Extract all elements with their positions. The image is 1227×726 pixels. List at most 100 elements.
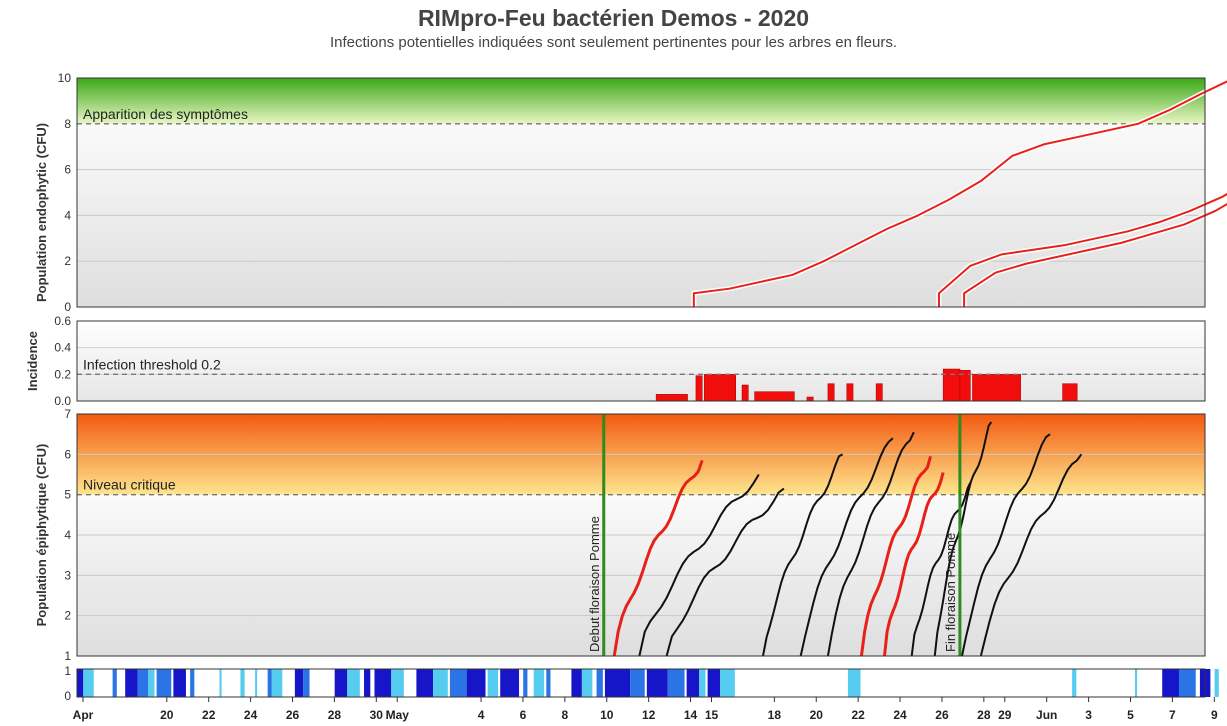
wetness-span xyxy=(148,669,155,697)
y-tick-label: 10 xyxy=(58,71,72,85)
wetness-span xyxy=(347,669,360,697)
wetness-span xyxy=(1178,669,1196,697)
wetness-span xyxy=(630,669,645,697)
symptom-zone xyxy=(77,78,1205,124)
growth-curve-2 xyxy=(638,473,760,657)
wetness-span xyxy=(720,669,735,697)
wetness-span xyxy=(294,669,304,697)
incidence-bar xyxy=(806,396,814,402)
incidence-bar xyxy=(695,375,703,402)
wetness-span xyxy=(487,669,499,697)
x-tick-label: 15 xyxy=(705,708,719,722)
plot-area xyxy=(77,321,1205,401)
wetness-span xyxy=(646,669,668,697)
wetness-span xyxy=(391,669,404,697)
wetness-span xyxy=(190,669,195,697)
wetness-span xyxy=(546,669,551,697)
y-axis-label: Population endophytic (CFU) xyxy=(34,123,49,302)
wetness-span xyxy=(449,669,467,697)
threshold-label: Niveau critique xyxy=(83,477,176,493)
y-tick-label: 8 xyxy=(64,117,71,131)
incidence-bar xyxy=(704,374,736,402)
wetness-span xyxy=(707,669,721,697)
x-tick-label: 4 xyxy=(478,708,485,722)
x-tick-label: 8 xyxy=(562,708,569,722)
x-tick-label: 28 xyxy=(977,708,991,722)
wetness-span xyxy=(466,669,486,697)
incidence-bar xyxy=(741,384,749,402)
x-tick-label: 28 xyxy=(328,708,342,722)
wetness-span xyxy=(571,669,582,697)
x-tick-label: May xyxy=(386,708,410,722)
y-axis-label: Incidence xyxy=(25,331,40,391)
wetness-span xyxy=(699,669,706,697)
y-tick-label: 7 xyxy=(64,407,71,421)
x-tick-label: 20 xyxy=(160,708,174,722)
x-tick-label: 18 xyxy=(768,708,782,722)
growth-curve-12 xyxy=(979,453,1083,657)
wetness-span xyxy=(847,669,861,697)
wetness-span xyxy=(1214,669,1219,697)
incidence-bar xyxy=(655,394,688,402)
panel-frame xyxy=(76,77,1206,308)
incidence-bar xyxy=(754,391,795,402)
bloom-end-label: Fin floraison Pomme xyxy=(943,533,958,652)
wetness-span xyxy=(523,669,528,697)
growth-curve-10 xyxy=(933,421,993,657)
growth-curve-7 xyxy=(859,455,933,657)
wetness-span xyxy=(596,669,603,697)
wetness-span xyxy=(173,669,186,697)
x-tick-label: 24 xyxy=(244,708,258,722)
y-tick-label: 4 xyxy=(64,208,71,222)
x-tick-label: 3 xyxy=(1085,708,1092,722)
bloom-start-label: Debut floraison Pomme xyxy=(587,516,602,652)
wetness-span xyxy=(500,669,520,697)
series-line-2 xyxy=(937,192,1227,307)
x-tick-label: 12 xyxy=(642,708,656,722)
panel-frame xyxy=(76,413,1206,657)
incidence-bar xyxy=(875,383,883,402)
threshold-label: Infection threshold 0.2 xyxy=(83,356,221,372)
panel-frame xyxy=(76,320,1206,402)
x-tick-label: 20 xyxy=(810,708,824,722)
y-tick-label: 0.0 xyxy=(54,394,71,408)
x-tick-label: 26 xyxy=(286,708,300,722)
x-tick-label: 29 xyxy=(998,708,1012,722)
y-tick-label: 2 xyxy=(64,609,71,623)
growth-curve-5 xyxy=(799,437,894,657)
x-tick-label: 22 xyxy=(202,708,216,722)
wetness-span xyxy=(374,669,392,697)
growth-curve-3 xyxy=(665,487,785,657)
growth-curve-11 xyxy=(961,433,1051,657)
wetness-span xyxy=(433,669,448,697)
wetness-span xyxy=(334,669,348,697)
series-line-3 xyxy=(963,202,1227,307)
y-tick-label: 1 xyxy=(64,649,71,663)
y-tick-label: 6 xyxy=(64,447,71,461)
x-tick-label: 22 xyxy=(851,708,865,722)
wetness-span xyxy=(581,669,593,697)
growth-curve-4 xyxy=(761,453,844,657)
x-tick-label: 9 xyxy=(1211,708,1218,722)
y-tick-label: 3 xyxy=(64,568,71,582)
y-tick-label: 0.6 xyxy=(54,314,71,328)
x-tick-label: Apr xyxy=(73,708,94,722)
series-line-1 xyxy=(692,80,1227,307)
wetness-span xyxy=(267,669,272,697)
wetness-span xyxy=(137,669,149,697)
incidence-bar xyxy=(972,374,1021,402)
wetness-span xyxy=(1134,669,1138,697)
chart-title: RIMpro-Feu bactérien Demos - 2020 xyxy=(417,5,810,31)
wetness-span xyxy=(156,669,172,697)
x-tick-label: 10 xyxy=(600,708,614,722)
wetness-span xyxy=(219,669,222,697)
incidence-bar xyxy=(827,383,835,402)
wetness-span xyxy=(77,669,84,697)
y-tick-label: 5 xyxy=(64,488,71,502)
y-tick-label: 4 xyxy=(64,528,71,542)
x-tick-label: 6 xyxy=(520,708,527,722)
wetness-span xyxy=(686,669,700,697)
growth-curve-1 xyxy=(612,459,704,657)
